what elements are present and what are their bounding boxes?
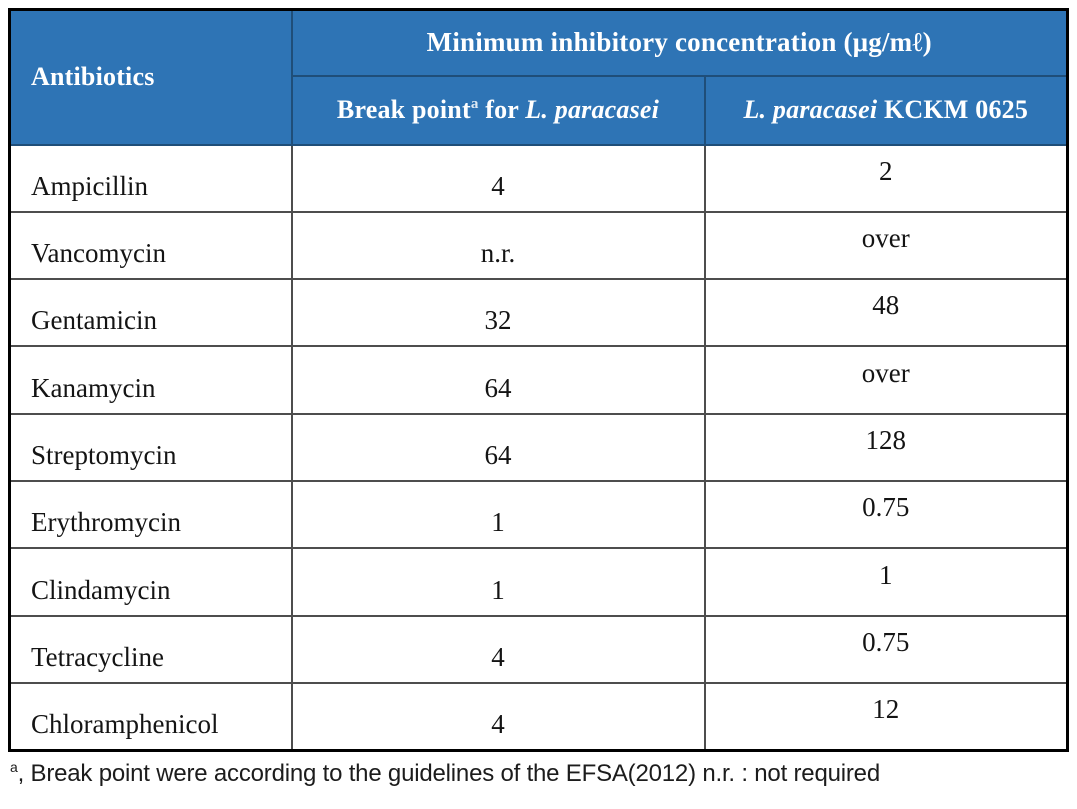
cell-kckm-value: 0.75: [703, 614, 1069, 685]
table-body: Ampicillin 4 2 Vancomycin n.r. over Gent…: [8, 143, 1069, 752]
table-row: Chloramphenicol 4 12: [8, 682, 1069, 752]
cell-break-point: 1: [290, 547, 706, 617]
cell-antibiotic: Gentamicin: [8, 278, 293, 348]
cell-break-point: 4: [290, 682, 706, 752]
cell-kckm-value: 128: [703, 412, 1069, 483]
cell-kckm-value: over: [703, 210, 1069, 281]
break-point-mid: for: [478, 95, 526, 124]
header-row-sub: Break pointa for L. paracasei L. paracas…: [10, 74, 1069, 146]
cell-antibiotic: Chloramphenicol: [8, 682, 293, 752]
cell-break-point: n.r.: [290, 210, 706, 281]
cell-kckm-value: 12: [703, 682, 1069, 752]
header-strain: L. paracasei KCKM 0625: [703, 74, 1069, 146]
cell-kckm-value: 2: [703, 143, 1069, 213]
mic-table: Antibiotics Minimum inhibitory concentra…: [8, 8, 1069, 752]
cell-break-point: 64: [290, 412, 706, 483]
table-row: Tetracycline 4 0.75: [8, 614, 1069, 685]
cell-antibiotic: Erythromycin: [8, 480, 293, 550]
cell-antibiotic: Kanamycin: [8, 345, 293, 415]
footnote-text: , Break point were according to the guid…: [17, 760, 881, 787]
header-mic-title-label: Minimum inhibitory concentration (μg/mℓ): [426, 27, 932, 58]
cell-break-point: 4: [290, 143, 706, 213]
table-row: Kanamycin 64 over: [8, 345, 1069, 415]
cell-antibiotic: Vancomycin: [8, 210, 293, 281]
strain-post: KCKM 0625: [877, 95, 1029, 124]
break-point-pre: Break point: [336, 95, 471, 124]
cell-kckm-value: over: [703, 345, 1069, 415]
table-row: Vancomycin n.r. over: [8, 210, 1069, 281]
table-row: Clindamycin 1 1: [8, 547, 1069, 617]
cell-kckm-value: 1: [703, 547, 1069, 617]
header-break-point: Break pointa for L. paracasei: [290, 74, 706, 146]
cell-antibiotic: Ampicillin: [8, 143, 293, 213]
strain-species: L. paracasei: [743, 95, 878, 124]
cell-break-point: 32: [290, 278, 706, 348]
cell-break-point: 64: [290, 345, 706, 415]
cell-antibiotic: Clindamycin: [8, 547, 293, 617]
table-row: Erythromycin 1 0.75: [8, 480, 1069, 550]
table-header: Antibiotics Minimum inhibitory concentra…: [8, 8, 1069, 146]
cell-antibiotic: Streptomycin: [8, 412, 293, 483]
table-row: Gentamicin 32 48: [8, 278, 1069, 348]
cell-break-point: 1: [290, 480, 706, 550]
break-point-species: L. paracasei: [525, 95, 660, 124]
table-row: Ampicillin 4 2: [8, 143, 1069, 213]
cell-kckm-value: 48: [703, 278, 1069, 348]
cell-antibiotic: Tetracycline: [8, 614, 293, 685]
footnote: a, Break point were according to the gui…: [10, 760, 1072, 788]
header-row-top: Antibiotics Minimum inhibitory concentra…: [8, 8, 1069, 146]
header-antibiotics-label: Antibiotics: [31, 62, 155, 92]
header-mic-title: Minimum inhibitory concentration (μg/mℓ): [290, 8, 1069, 77]
break-point-superscript: a: [470, 96, 479, 113]
cell-break-point: 4: [290, 614, 706, 685]
table-row: Streptomycin 64 128: [8, 412, 1069, 483]
cell-kckm-value: 0.75: [703, 480, 1069, 550]
footnote-superscript: a: [10, 759, 18, 775]
header-antibiotics: Antibiotics: [8, 8, 293, 146]
